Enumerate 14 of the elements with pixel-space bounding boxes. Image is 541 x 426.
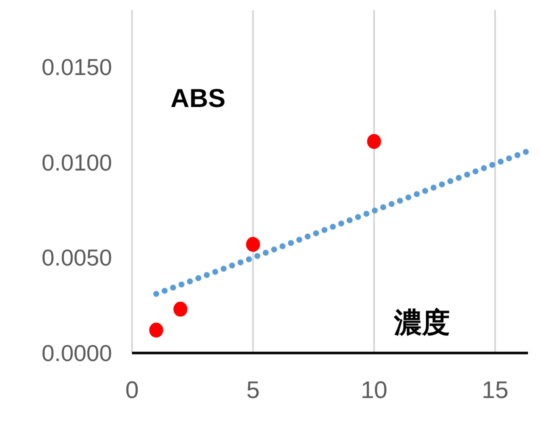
y-tick-label: 0.0000 bbox=[42, 340, 112, 366]
y-tick-label: 0.0150 bbox=[42, 54, 112, 80]
y-axis-title: ABS bbox=[170, 83, 226, 113]
x-axis-title: 濃度 bbox=[393, 307, 450, 338]
y-tick-label: 0.0100 bbox=[42, 149, 112, 176]
y-tick-label: 0.0050 bbox=[42, 244, 112, 271]
x-tick-label: 15 bbox=[482, 377, 508, 404]
x-tick-label: 5 bbox=[246, 377, 260, 404]
point bbox=[149, 322, 164, 338]
point bbox=[246, 236, 260, 252]
x-tick-label: 0 bbox=[125, 377, 139, 404]
point bbox=[367, 134, 382, 149]
x-tick-label: 10 bbox=[360, 377, 388, 404]
point bbox=[173, 302, 188, 317]
